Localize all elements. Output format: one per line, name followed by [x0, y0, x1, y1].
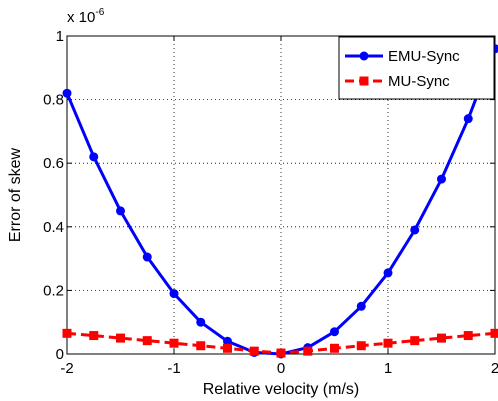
x-tick-label: 0 [277, 360, 285, 377]
data-point-emu-sync [383, 268, 393, 278]
data-point-mu-sync [116, 333, 125, 343]
y-multiplier: x 10-6 [67, 7, 105, 26]
x-tick-label: 2 [491, 360, 498, 377]
data-point-mu-sync [196, 341, 206, 351]
y-tick-label: 0.8 [43, 92, 64, 109]
y-tick-label: 1 [56, 28, 64, 45]
data-point-emu-sync [169, 289, 179, 299]
x-tick-label: -1 [167, 360, 180, 377]
legend-box [338, 36, 495, 100]
data-point-mu-sync [356, 341, 366, 351]
legend-marker-mu-sync [359, 76, 369, 86]
data-point-mu-sync [89, 331, 99, 341]
y-multiplier-exponent: -6 [95, 7, 104, 18]
data-point-mu-sync [142, 336, 152, 346]
data-point-mu-sync [490, 328, 498, 338]
data-point-mu-sync [410, 336, 420, 346]
data-point-mu-sync [437, 333, 446, 343]
x-axis-label: Relative velocity (m/s) [203, 381, 359, 398]
data-point-mu-sync [330, 343, 339, 353]
data-point-mu-sync [303, 346, 313, 356]
data-point-emu-sync [463, 114, 473, 124]
legend-marker-emu-sync [359, 51, 369, 61]
data-point-mu-sync [169, 338, 179, 348]
data-point-emu-sync [62, 88, 72, 98]
data-point-emu-sync [142, 252, 152, 262]
data-point-emu-sync [196, 317, 206, 327]
series-layer [62, 44, 498, 359]
y-tick-label: 0 [56, 346, 64, 363]
data-point-emu-sync [89, 152, 99, 162]
data-point-mu-sync [223, 343, 232, 353]
legend: EMU-Sync MU-Sync [338, 36, 495, 100]
legend-label-mu-sync: MU-Sync [388, 73, 450, 90]
y-tick-label: 0.4 [43, 219, 64, 236]
data-point-emu-sync [330, 327, 339, 337]
legend-label-emu-sync: EMU-Sync [388, 48, 460, 65]
y-tick-label: 0.6 [43, 155, 64, 172]
data-point-mu-sync [276, 348, 286, 358]
y-tick-label: 0.2 [43, 282, 64, 299]
data-point-emu-sync [437, 174, 446, 184]
x-tick-label: -2 [60, 360, 73, 377]
y-axis-label: Error of skew [7, 147, 24, 242]
data-point-mu-sync [463, 331, 473, 341]
x-tick-label: 1 [384, 360, 392, 377]
data-point-emu-sync [410, 225, 420, 235]
data-point-mu-sync [62, 328, 72, 338]
data-point-emu-sync [116, 206, 125, 216]
data-point-emu-sync [356, 301, 366, 311]
axes: -2 -1 0 1 2 0 0.2 0.4 0.6 0.8 1 [43, 28, 498, 377]
data-point-mu-sync [383, 338, 393, 348]
data-point-emu-sync [223, 336, 232, 346]
data-point-mu-sync [249, 346, 259, 356]
